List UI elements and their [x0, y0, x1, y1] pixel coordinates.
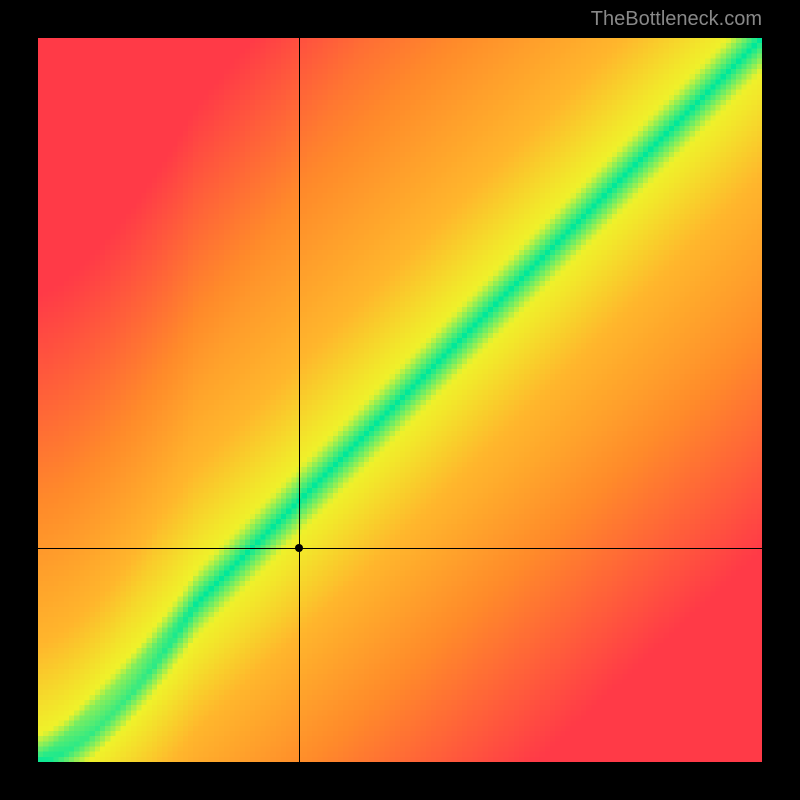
heatmap-canvas	[38, 38, 762, 762]
watermark-label: TheBottleneck.com	[591, 8, 762, 31]
chart-container: TheBottleneck.com	[0, 0, 800, 800]
heatmap-plot-area	[38, 38, 762, 762]
